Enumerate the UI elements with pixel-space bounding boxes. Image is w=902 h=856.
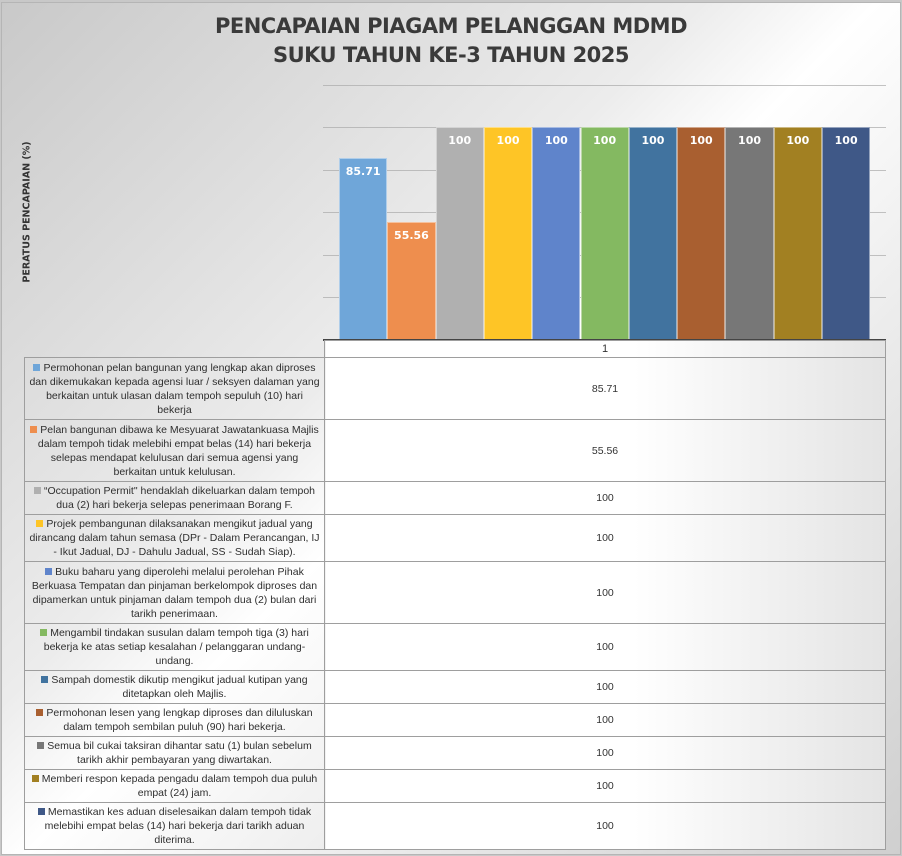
- legend-label: Memastikan kes aduan diselesaikan dalam …: [44, 806, 312, 846]
- chart-title-line2: SUKU TAHUN KE-3 TAHUN 2025: [272, 43, 630, 67]
- data-table: 1 Permohonan pelan bangunan yang lengkap…: [24, 340, 886, 850]
- table-row: Projek pembangunan dilaksanakan mengikut…: [24, 514, 886, 562]
- chart-title: PENCAPAIAN PIAGAM PELANGGAN MDMD SUKU TA…: [0, 12, 902, 70]
- value-cell: 100: [324, 481, 886, 515]
- value-cell: 100: [324, 514, 886, 562]
- legend-cell: Mengambil tindakan susulan dalam tempoh …: [24, 623, 325, 671]
- legend-swatch-icon: [45, 567, 53, 575]
- bar-series-2[interactable]: 55.56: [387, 222, 436, 340]
- table-row: Memberi respon kepada pengadu dalam temp…: [24, 769, 886, 803]
- value-cell: 100: [324, 703, 886, 737]
- value-cell: 85.71: [324, 357, 886, 420]
- y-axis-label: PERATUS PENCAPAIAN (%): [21, 141, 33, 283]
- table-row: Pelan bangunan dibawa ke Mesyuarat Jawat…: [24, 419, 886, 482]
- legend-label: Permohonan pelan bangunan yang lengkap a…: [29, 361, 320, 416]
- bar-series-6[interactable]: 100: [580, 127, 629, 340]
- legend-swatch-icon: [36, 709, 44, 716]
- bar-value-label: 100: [544, 134, 568, 147]
- value-cell: 100: [324, 623, 886, 671]
- table-row: Permohonan lesen yang lengkap diproses d…: [24, 703, 886, 737]
- legend-label: “Occupation Permit" hendaklah dikeluarka…: [43, 485, 316, 511]
- legend-label: Sampah domestik dikutip mengikut jadual …: [51, 674, 308, 700]
- bar-value-label: 100: [689, 134, 713, 147]
- bar-series-4[interactable]: 100: [483, 127, 533, 340]
- value-cell: 100: [324, 670, 886, 704]
- legend-swatch-icon: [33, 487, 41, 494]
- table-row: Permohonan pelan bangunan yang lengkap a…: [24, 357, 886, 420]
- category-row: 1: [25, 340, 886, 358]
- legend-swatch-icon: [30, 425, 38, 433]
- bar-series-8[interactable]: 100: [677, 127, 726, 340]
- table-row: Sampah domestik dikutip mengikut jadual …: [24, 670, 886, 704]
- bar-series-9[interactable]: 100: [725, 127, 774, 340]
- bar-value-label: 100: [641, 134, 665, 147]
- value-cell: 100: [324, 561, 886, 624]
- legend-swatch-icon: [36, 520, 44, 527]
- table-row: Mengambil tindakan susulan dalam tempoh …: [24, 623, 886, 671]
- value-cell: 100: [324, 769, 886, 803]
- legend-label: Projek pembangunan dilaksanakan mengikut…: [29, 518, 320, 558]
- value-cell: 100: [324, 736, 886, 770]
- legend-swatch-icon: [33, 363, 41, 371]
- legend-swatch-icon: [37, 742, 45, 749]
- legend-label: Buku baharu yang diperolehi melalui pero…: [31, 565, 318, 620]
- bar-series-5[interactable]: 100: [532, 127, 581, 340]
- value-cell: 100: [324, 802, 886, 850]
- chart-title-line1: PENCAPAIAN PIAGAM PELANGGAN MDMD: [214, 14, 688, 38]
- plot-area: 85.71 55.56 100 100 100 100 100 100 100 100 100: [323, 85, 886, 340]
- legend-label: Pelan bangunan dibawa ke Mesyuarat Jawat…: [37, 423, 319, 478]
- legend-cell: Buku baharu yang diperolehi melalui pero…: [24, 561, 325, 624]
- bar-value-label: 100: [448, 134, 472, 147]
- table-row: “Occupation Permit" hendaklah dikeluarka…: [24, 481, 886, 515]
- legend-cell: Pelan bangunan dibawa ke Mesyuarat Jawat…: [24, 419, 325, 482]
- bar-value-label: 100: [496, 134, 520, 147]
- legend-label: Permohonan lesen yang lengkap diproses d…: [46, 707, 313, 733]
- legend-swatch-icon: [37, 808, 45, 815]
- bar-value-label: 55.56: [394, 229, 429, 242]
- bar-series-3[interactable]: 100: [435, 127, 484, 340]
- bar-series-7[interactable]: 100: [628, 127, 678, 340]
- gridline-120: [323, 85, 886, 86]
- table-row: Buku baharu yang diperolehi melalui pero…: [24, 561, 886, 624]
- bar-value-label: 100: [834, 134, 858, 147]
- legend-cell: Semua bil cukai taksiran dihantar satu (…: [24, 736, 325, 770]
- bar-series-11[interactable]: 100: [822, 127, 871, 340]
- bar-value-label: 100: [593, 134, 617, 147]
- category-blank-cell: [25, 341, 325, 358]
- legend-cell: Sampah domestik dikutip mengikut jadual …: [24, 670, 325, 704]
- legend-swatch-icon: [41, 676, 49, 683]
- value-cell: 55.56: [324, 419, 886, 482]
- bar-value-label: 85.71: [345, 165, 381, 178]
- legend-cell: Projek pembangunan dilaksanakan mengikut…: [24, 514, 325, 562]
- table-row: Memastikan kes aduan diselesaikan dalam …: [24, 802, 886, 850]
- legend-cell: Memastikan kes aduan diselesaikan dalam …: [24, 802, 325, 850]
- legend-cell: Permohonan pelan bangunan yang lengkap a…: [24, 357, 325, 420]
- legend-label: Mengambil tindakan susulan dalam tempoh …: [43, 627, 309, 667]
- legend-cell: Permohonan lesen yang lengkap diproses d…: [24, 703, 325, 737]
- legend-cell: “Occupation Permit" hendaklah dikeluarka…: [24, 481, 325, 515]
- bar-series-10[interactable]: 100: [773, 127, 822, 340]
- table-row: Semua bil cukai taksiran dihantar satu (…: [24, 736, 886, 770]
- bar-series-1[interactable]: 85.71: [339, 158, 388, 340]
- legend-cell: Memberi respon kepada pengadu dalam temp…: [24, 769, 325, 803]
- legend-swatch-icon: [31, 775, 39, 782]
- category-label: 1: [324, 340, 886, 358]
- legend-label: Memberi respon kepada pengadu dalam temp…: [41, 773, 318, 799]
- legend-swatch-icon: [40, 629, 48, 636]
- legend-label: Semua bil cukai taksiran dihantar satu (…: [47, 740, 312, 766]
- bar-value-label: 100: [786, 134, 810, 147]
- bar-value-label: 100: [738, 134, 762, 147]
